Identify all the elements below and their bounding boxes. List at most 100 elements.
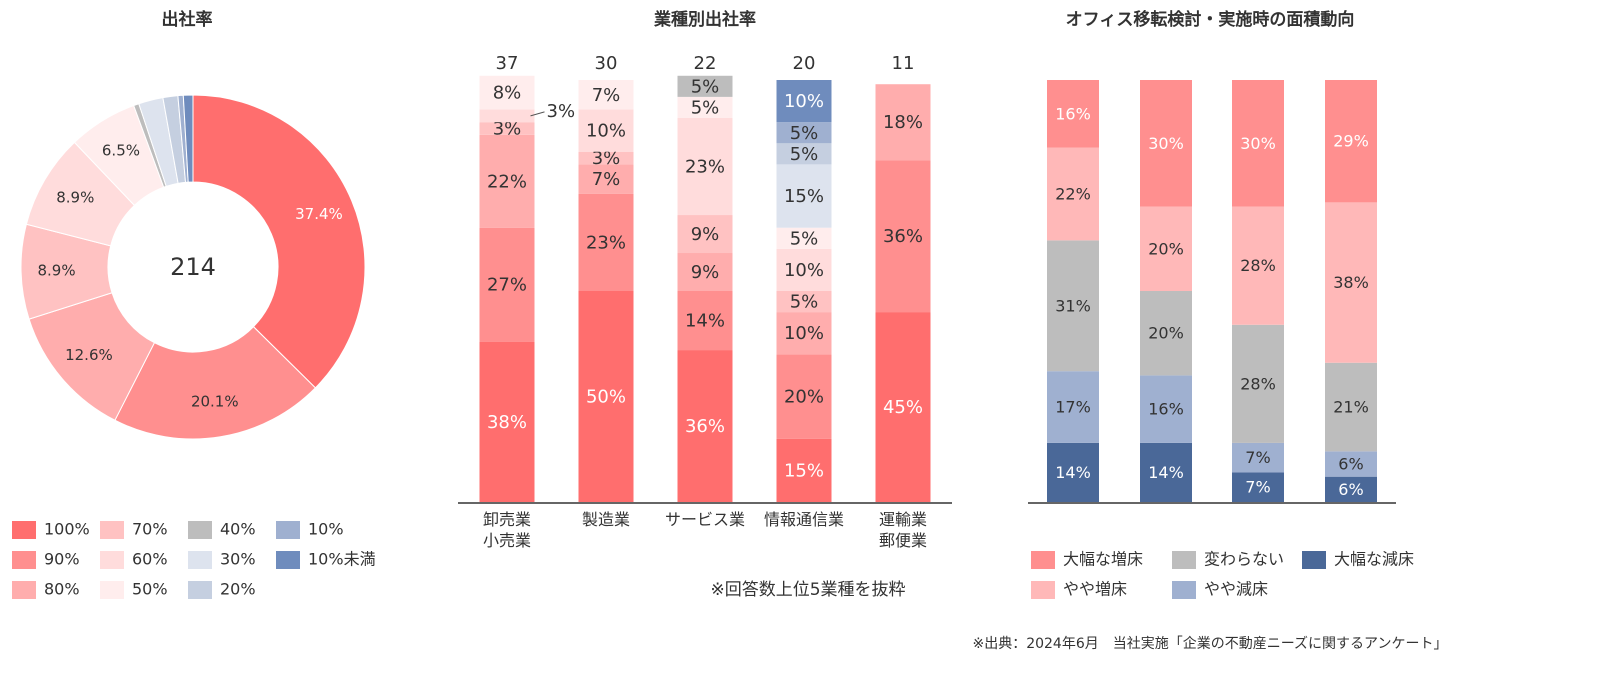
- bar-segment: [1232, 324, 1284, 443]
- bar-segment: [776, 227, 832, 249]
- legend-label: 40%: [220, 520, 256, 539]
- donut-segment: [182, 94, 194, 183]
- value-label: 28%: [1240, 374, 1276, 393]
- value-label: 8.9%: [56, 188, 94, 206]
- legend-label: 50%: [132, 580, 168, 599]
- bar-segment: [677, 291, 733, 351]
- bar-segment: [479, 341, 535, 502]
- bar-segment: [578, 193, 634, 291]
- bar-segment: [1325, 80, 1377, 203]
- bar-segment: [1140, 80, 1192, 207]
- value-label: 7%: [592, 169, 621, 190]
- bar-segment: [875, 160, 931, 313]
- donut-segment: [192, 94, 366, 389]
- value-label: 3%: [493, 119, 522, 140]
- value-label: 14%: [1148, 463, 1184, 482]
- legend-swatch: [1031, 581, 1055, 599]
- chart-title: 業種別出社率: [654, 9, 756, 30]
- legend-swatch: [12, 551, 36, 569]
- value-label: 22%: [1055, 184, 1091, 203]
- total-label: 30: [595, 53, 618, 74]
- x-tick-label: 運輸業郵便業: [879, 510, 927, 550]
- bar-segment: [1047, 442, 1099, 502]
- legend-swatch: [12, 521, 36, 539]
- value-label: 5%: [691, 76, 720, 97]
- value-label: 50%: [586, 387, 626, 408]
- value-label: 36%: [883, 226, 923, 247]
- value-label: 18%: [883, 112, 923, 133]
- legend-label: 80%: [44, 580, 80, 599]
- legend-label: 30%: [220, 550, 256, 569]
- legend-swatch: [100, 551, 124, 569]
- total-label: 11: [892, 53, 915, 74]
- value-label: 15%: [784, 186, 824, 207]
- legend-swatch: [276, 521, 300, 539]
- value-label: 22%: [487, 171, 527, 192]
- bar-segment: [776, 312, 832, 355]
- value-label: 10%: [784, 323, 824, 344]
- legend-swatch: [188, 551, 212, 569]
- value-label: 7%: [592, 85, 621, 106]
- bar-segment: [1047, 240, 1099, 372]
- legend-label: 10%未満: [308, 550, 376, 569]
- value-label: 9%: [691, 224, 720, 245]
- x-tick-label: 卸売業小売業: [483, 510, 531, 550]
- value-label: 29%: [1333, 132, 1369, 151]
- value-label: 21%: [1333, 398, 1369, 417]
- value-label: 15%: [784, 460, 824, 481]
- x-tick-label: サービス業: [665, 510, 745, 529]
- center-label: 214: [170, 253, 216, 281]
- bar-segment: [776, 438, 832, 502]
- value-label: 31%: [1055, 296, 1091, 315]
- value-label: 6.5%: [102, 142, 140, 160]
- legend-label: 60%: [132, 550, 168, 569]
- value-label: 3%: [547, 101, 576, 122]
- value-label: 37.4%: [295, 205, 343, 223]
- bar-segment: [1325, 476, 1377, 502]
- legend-label: 大幅な増床: [1063, 550, 1143, 569]
- legend-label: 変わらない: [1204, 550, 1284, 569]
- legend-swatch: [188, 521, 212, 539]
- bar-segment: [875, 84, 931, 161]
- bar-segment: [677, 215, 733, 254]
- bar-segment: [776, 291, 832, 313]
- legend-swatch: [1302, 551, 1326, 569]
- value-label: 12.6%: [65, 346, 113, 364]
- value-label: 10%: [784, 91, 824, 112]
- bar-segment: [578, 291, 634, 502]
- bar-segment: [1325, 451, 1377, 477]
- value-label: 7%: [1245, 478, 1270, 497]
- bar-segment: [1325, 362, 1377, 452]
- value-label: 20%: [784, 387, 824, 408]
- value-label: 20%: [1148, 239, 1184, 258]
- value-label: 5%: [790, 144, 819, 165]
- bar-segment: [677, 253, 733, 291]
- value-label: 9%: [691, 262, 720, 283]
- bar-segment: [1140, 291, 1192, 376]
- value-label: 10%: [784, 260, 824, 281]
- bar-segment: [677, 96, 733, 118]
- value-label: 5%: [691, 97, 720, 118]
- bar-segment: [1232, 472, 1284, 502]
- legend-swatch: [100, 521, 124, 539]
- value-label: 7%: [1245, 448, 1270, 467]
- bar-segment: [776, 143, 832, 165]
- total-label: 22: [694, 53, 717, 74]
- bar-segment: [677, 350, 733, 502]
- value-label: 28%: [1240, 256, 1276, 275]
- legend-label: 20%: [220, 580, 256, 599]
- note: ※回答数上位5業種を抜粋: [710, 580, 905, 600]
- bar-segment: [1325, 202, 1377, 363]
- bar-segment: [1232, 442, 1284, 473]
- legend-label: 100%: [44, 520, 90, 539]
- value-label: 8.9%: [37, 261, 75, 279]
- bar-segment: [479, 227, 535, 342]
- x-tick-label: 製造業: [582, 510, 630, 529]
- legend-label: 10%: [308, 520, 344, 539]
- value-label: 6%: [1338, 480, 1363, 499]
- bar-segment: [1232, 80, 1284, 207]
- bar-segment: [578, 109, 634, 152]
- value-label: 30%: [1148, 134, 1184, 153]
- bar-segment: [677, 75, 733, 97]
- footer: ※出典：2024年6月 当社実施「企業の不動産ニーズに関するアンケート」: [972, 635, 1447, 652]
